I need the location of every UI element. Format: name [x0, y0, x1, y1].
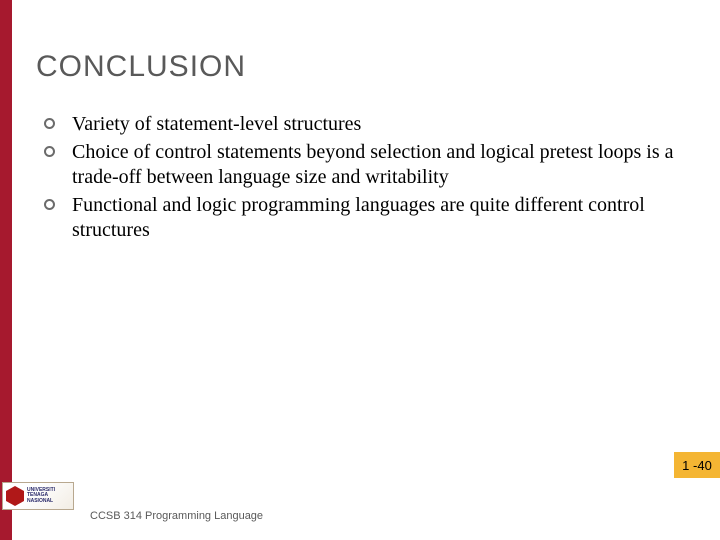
circle-bullet-icon	[44, 146, 55, 157]
accent-bar	[0, 0, 12, 540]
slide-content: CONCLUSION Variety of statement-level st…	[12, 0, 720, 540]
page-number: 1 -40	[682, 458, 712, 473]
bullet-text: Choice of control statements beyond sele…	[72, 141, 674, 189]
circle-bullet-icon	[44, 118, 55, 129]
bullet-text: Functional and logic programming languag…	[72, 194, 645, 242]
list-item: Functional and logic programming languag…	[44, 193, 690, 244]
list-item: Variety of statement-level structures	[44, 112, 690, 138]
logo-line: NASIONAL	[27, 499, 55, 504]
bullet-text: Variety of statement-level structures	[72, 113, 361, 135]
list-item: Choice of control statements beyond sele…	[44, 140, 690, 191]
slide-title: CONCLUSION	[36, 50, 690, 84]
page-number-badge: 1 -40	[674, 452, 720, 478]
circle-bullet-icon	[44, 199, 55, 210]
footer: UNIVERSITI TENAGA NASIONAL CCSB 314 Prog…	[0, 488, 720, 540]
bullet-list: Variety of statement-level structures Ch…	[36, 112, 690, 244]
logo-text: UNIVERSITI TENAGA NASIONAL	[27, 488, 55, 504]
logo-mark-icon	[5, 486, 25, 506]
footer-course-text: CCSB 314 Programming Language	[90, 510, 263, 522]
university-logo: UNIVERSITI TENAGA NASIONAL	[2, 482, 74, 510]
